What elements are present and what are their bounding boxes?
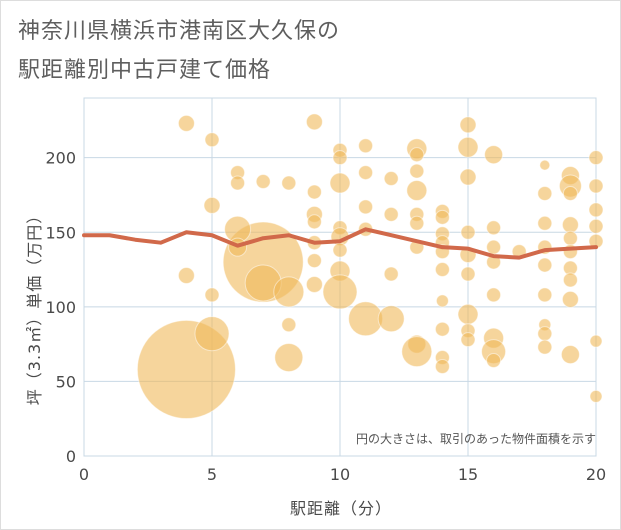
y-axis-title: 坪（3.3㎡）単価（万円） (25, 206, 44, 406)
data-bubble (281, 175, 297, 191)
data-bubble (377, 305, 405, 333)
data-bubble (588, 178, 604, 194)
data-bubble (306, 253, 322, 269)
data-bubble (537, 257, 553, 273)
data-bubble (401, 336, 433, 368)
data-bubble (560, 345, 580, 365)
axis-ticks: 0 50 100 150 200 0 5 10 15 20 (45, 149, 606, 484)
data-bubble (204, 287, 220, 303)
data-bubble (230, 175, 246, 191)
data-bubble (177, 266, 195, 285)
data-bubble (281, 317, 297, 333)
data-bubble (383, 206, 399, 222)
data-bubble (537, 185, 553, 201)
data-bubble (460, 224, 476, 240)
data-bubble (588, 218, 604, 234)
x-tick-label: 20 (586, 465, 606, 484)
data-bubble (434, 358, 450, 375)
data-bubble (332, 242, 348, 258)
data-bubble (332, 150, 348, 166)
data-bubble (358, 165, 374, 181)
data-bubble (406, 179, 428, 201)
data-bubble (329, 172, 351, 194)
trend-line (82, 227, 598, 260)
data-bubble (537, 326, 553, 342)
data-bubble (459, 116, 477, 134)
size-note: 円の大きさは、取引のあった物件面積を示す (356, 431, 596, 446)
data-bubble (460, 332, 476, 348)
data-bubble (537, 287, 553, 303)
data-bubble (409, 163, 425, 179)
y-tick-label: 50 (56, 372, 76, 391)
data-bubble (306, 184, 322, 200)
x-axis-title: 駅距離（分） (289, 499, 393, 518)
data-bubble (486, 239, 502, 255)
data-bubble (561, 216, 579, 234)
data-bubble (177, 114, 195, 132)
data-bubble (305, 275, 323, 293)
data-bubble (460, 266, 476, 282)
data-bubble (562, 230, 578, 246)
chart-title-line2: 駅距離別中古戸建て価格 (18, 58, 272, 83)
data-bubble (434, 321, 450, 337)
trend-line-group (82, 227, 598, 260)
x-tick-label: 10 (330, 465, 350, 484)
data-bubble (194, 316, 230, 352)
data-bubble (203, 196, 221, 214)
y-tick-label: 0 (66, 447, 76, 466)
x-tick-label: 5 (207, 465, 217, 484)
data-bubble (273, 276, 305, 308)
bubble-series (136, 113, 604, 420)
data-bubble (305, 113, 323, 131)
data-bubble (434, 209, 450, 225)
data-bubble (409, 147, 425, 163)
data-bubble (434, 262, 450, 278)
data-bubble (409, 215, 425, 231)
data-bubble (486, 220, 502, 236)
data-bubble (539, 159, 551, 171)
data-bubble (562, 272, 578, 288)
data-bubble (459, 168, 477, 186)
data-bubble (383, 171, 399, 187)
data-bubble (358, 199, 374, 215)
data-bubble (561, 290, 579, 308)
data-bubble (435, 294, 449, 308)
data-bubble (486, 353, 502, 369)
data-bubble (383, 266, 399, 282)
data-bubble (588, 202, 604, 218)
data-bubble (457, 303, 479, 325)
data-bubble (537, 339, 553, 355)
chart-title-line1: 神奈川県横浜市港南区大久保の (18, 19, 341, 44)
data-bubble (457, 136, 479, 158)
data-bubble (486, 287, 502, 303)
data-bubble (589, 389, 603, 403)
data-bubble (358, 138, 374, 154)
data-bubble (588, 150, 604, 166)
data-bubble (537, 215, 553, 231)
data-bubble (255, 174, 271, 190)
data-bubble (348, 301, 384, 337)
y-tick-label: 100 (45, 298, 76, 317)
data-bubble (562, 185, 578, 201)
data-bubble (204, 132, 220, 148)
y-tick-label: 150 (45, 223, 76, 242)
data-bubble (322, 274, 358, 310)
data-bubble (484, 145, 504, 165)
data-bubble (274, 343, 304, 373)
x-tick-label: 15 (458, 465, 478, 484)
data-bubble (589, 334, 603, 348)
data-bubble (306, 214, 322, 230)
y-tick-label: 200 (45, 149, 76, 168)
x-tick-label: 0 (79, 465, 89, 484)
